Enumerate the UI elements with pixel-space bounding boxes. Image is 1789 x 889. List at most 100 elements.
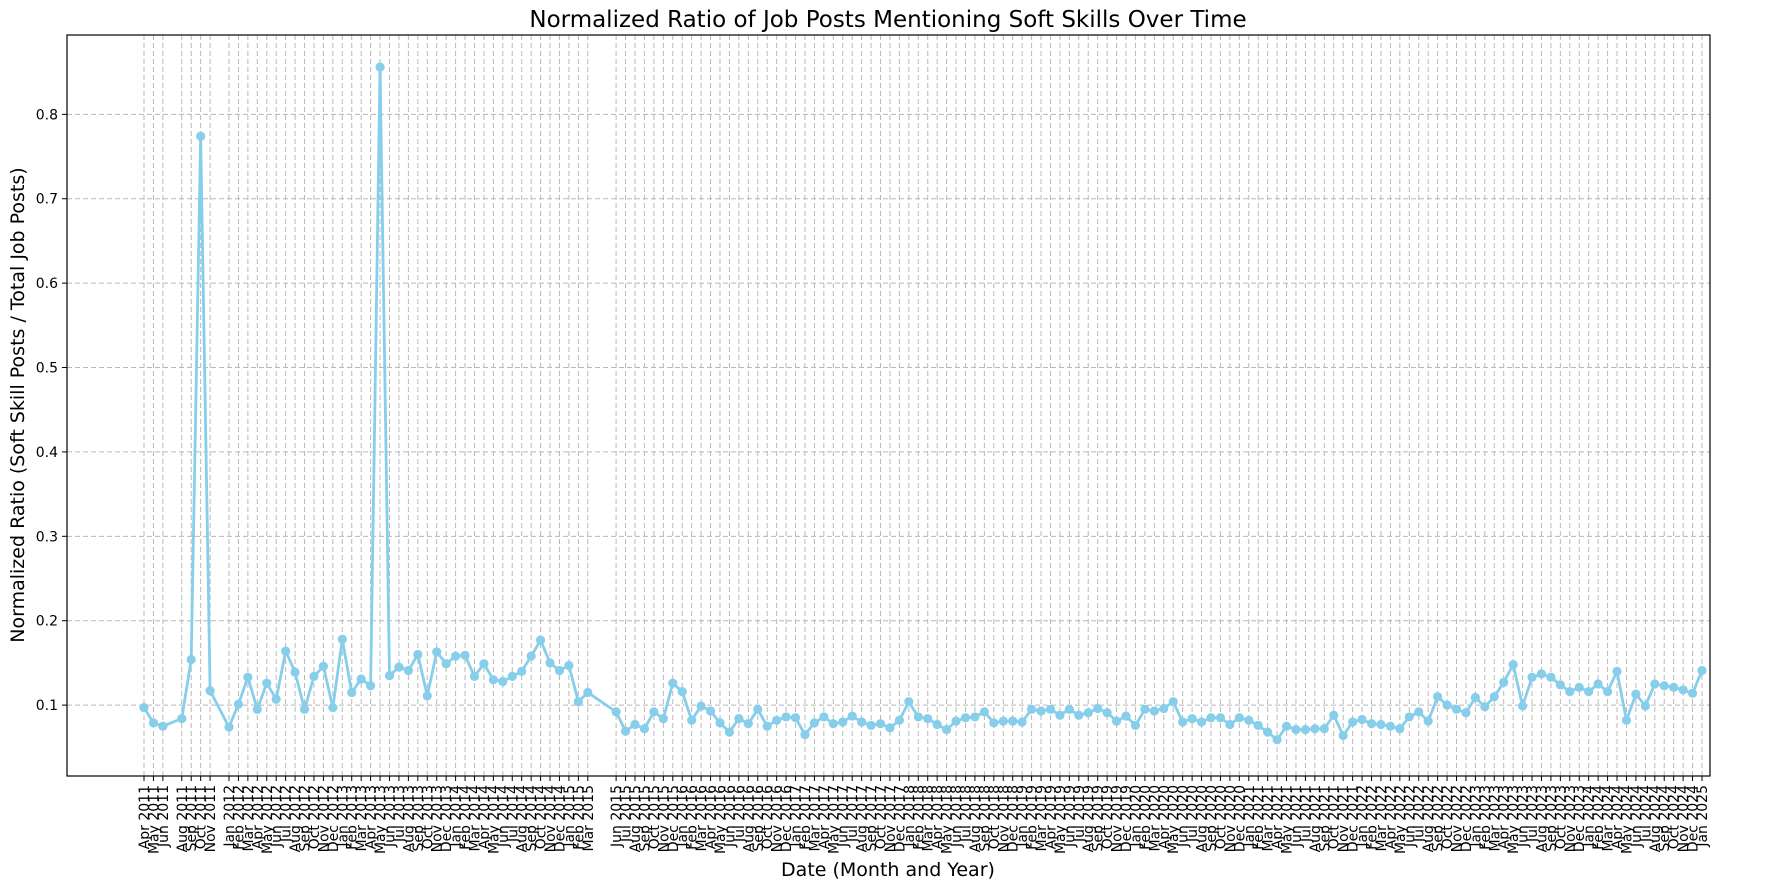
x-tick-label: Dec 2012 — [326, 785, 342, 852]
x-tick-label: Mar 2020 — [1147, 785, 1163, 852]
data-point — [790, 713, 801, 723]
x-tick-label: Mar 2021 — [1261, 785, 1277, 852]
x-tick-label: Jul 2017 — [845, 785, 861, 843]
data-point — [1517, 701, 1528, 711]
data-point — [1225, 719, 1235, 730]
data-point — [196, 131, 206, 141]
data-point — [1140, 704, 1150, 714]
x-tick-label: Sep 2021 — [1317, 785, 1333, 851]
x-tick-label: Jan 2020 — [1128, 785, 1144, 848]
x-tick-label: Dec 2020 — [1232, 785, 1248, 852]
x-tick-label: May 2016 — [713, 785, 729, 854]
x-tick-label: Feb 2013 — [345, 785, 361, 850]
x-tick-label: Oct 2020 — [1213, 785, 1229, 849]
y-tick-label: 0.8 — [36, 107, 58, 123]
x-tick-label: Oct 2013 — [420, 785, 436, 849]
data-point — [772, 715, 782, 725]
x-tick-label: May 2017 — [826, 785, 842, 854]
data-point — [1602, 687, 1613, 697]
data-point — [1423, 716, 1433, 726]
x-tick-label: May 2014 — [486, 785, 502, 854]
x-tick-label: Sep 2023 — [1544, 785, 1560, 851]
data-point — [186, 654, 196, 665]
data-point — [1584, 687, 1594, 697]
data-point — [998, 716, 1008, 726]
data-point — [1480, 702, 1490, 712]
x-tick-label: Jan 2014 — [449, 785, 465, 848]
x-tick-label: Mar 2023 — [1487, 785, 1503, 852]
data-point — [1187, 714, 1197, 724]
x-tick-label: Jul 2014 — [505, 785, 521, 843]
data-point — [375, 62, 385, 72]
x-tick-label: Sep 2022 — [1431, 785, 1447, 851]
data-point — [1253, 720, 1263, 730]
x-tick-label: Oct 2018 — [987, 785, 1003, 849]
data-point — [630, 719, 640, 730]
y-tick-label: 0.6 — [36, 276, 58, 292]
x-tick-label: Apr 2019 — [1043, 785, 1059, 849]
data-point — [526, 651, 536, 661]
data-point — [724, 727, 735, 737]
data-point — [762, 721, 772, 731]
data-point — [970, 712, 980, 722]
data-point — [517, 666, 527, 676]
x-tick-label: Mar 2014 — [467, 785, 483, 852]
x-tick-label: Nov 2018 — [996, 785, 1012, 852]
x-tick-label: Apr 2022 — [1383, 785, 1399, 849]
x-tick-label: Aug 2023 — [1534, 785, 1550, 852]
x-tick-label: Jan 2022 — [1355, 785, 1371, 848]
data-point — [639, 724, 650, 734]
x-tick-label: Sep 2020 — [1204, 785, 1220, 851]
x-tick-label: Feb 2021 — [1251, 785, 1267, 850]
x-tick-label: Jan 2018 — [902, 785, 918, 848]
x-tick-label: Apr 2017 — [817, 785, 833, 849]
data-point — [1631, 689, 1641, 699]
x-tick-label: Jan 2012 — [222, 785, 238, 848]
x-tick-label: Feb 2023 — [1478, 785, 1494, 850]
x-tick-label: Jul 2020 — [1185, 785, 1201, 843]
x-tick-label: Sep 2014 — [524, 785, 540, 852]
data-point — [1234, 713, 1244, 723]
x-tick-label: Aug 2022 — [1421, 785, 1437, 852]
y-tick-label: 0.2 — [36, 614, 58, 630]
data-point — [1357, 714, 1367, 725]
x-tick-label: Jun 2022 — [1402, 785, 1418, 848]
data-point — [960, 713, 971, 723]
x-tick-label: Dec 2019 — [1119, 785, 1135, 852]
data-point — [1310, 724, 1320, 734]
x-tick-label: Nov 2014 — [543, 785, 559, 852]
x-tick-label: Feb 2020 — [1138, 785, 1154, 850]
data-point — [1527, 672, 1537, 682]
data-point — [1102, 708, 1112, 718]
x-tick-label: Nov 2015 — [656, 785, 672, 852]
data-point — [1168, 697, 1178, 707]
data-point — [1499, 677, 1509, 687]
x-tick-label: Dec 2014 — [552, 785, 568, 852]
x-tick-label: Jun 2023 — [1516, 785, 1532, 848]
x-tick-label: Dec 2016 — [779, 785, 795, 852]
data-point — [1697, 665, 1707, 676]
data-point — [1263, 727, 1273, 737]
x-tick-label: Dec 2021 — [1346, 785, 1362, 852]
data-point — [281, 646, 291, 656]
x-tick-label: May 2018 — [940, 785, 956, 854]
data-point — [705, 706, 716, 716]
x-tick-label: Oct 2021 — [1327, 785, 1343, 849]
data-point — [148, 718, 159, 728]
data-point — [1300, 724, 1311, 735]
x-tick-label: Sep 2019 — [1091, 785, 1107, 851]
x-tick-label: Nov 2016 — [770, 785, 786, 852]
x-tick-label: Feb 2022 — [1365, 785, 1381, 850]
x-tick-label: Jun 2021 — [1289, 785, 1305, 848]
data-point — [687, 715, 697, 725]
data-point — [658, 714, 668, 724]
data-point — [1149, 706, 1159, 716]
plot-frame — [66, 34, 1711, 777]
data-point — [1395, 724, 1405, 734]
x-tick-label: Dec 2024 — [1686, 785, 1702, 852]
x-tick-label: Nov 2022 — [1449, 785, 1465, 852]
x-tick-label: Aug 2024 — [1648, 785, 1664, 853]
x-tick-label: May 2011 — [146, 785, 162, 854]
data-point — [866, 720, 876, 730]
